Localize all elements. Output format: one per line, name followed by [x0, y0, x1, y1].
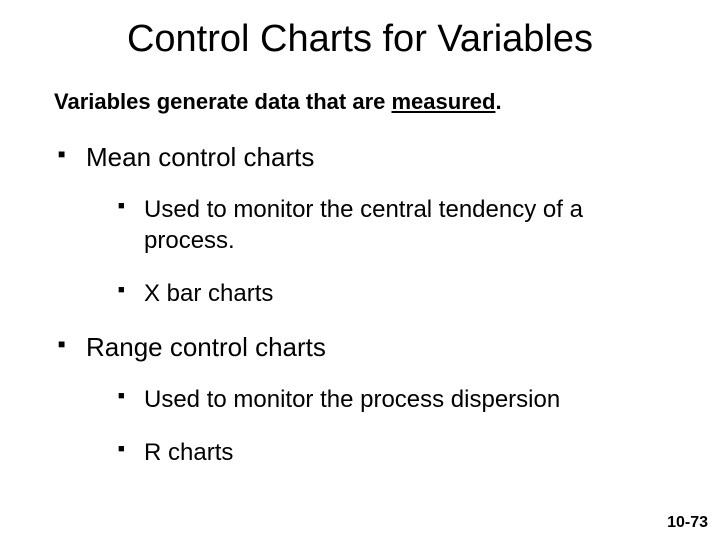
- sub-bullet-xbar: X bar charts: [118, 278, 670, 309]
- sub-bullet-dispersion: Used to monitor the process dispersion: [118, 384, 670, 415]
- slide-subtitle: Variables generate data that are measure…: [54, 89, 670, 115]
- bullet-list-level1: Mean control charts Used to monitor the …: [58, 141, 670, 468]
- sub-bullet-central-tendency: Used to monitor the central tendency of …: [118, 194, 670, 256]
- slide-container: Control Charts for Variables Variables g…: [0, 0, 720, 468]
- bullet-label: Mean control charts: [86, 142, 314, 172]
- slide-title: Control Charts for Variables: [50, 18, 670, 61]
- subtitle-underlined: measured: [392, 89, 496, 114]
- sub-bullet-rcharts: R charts: [118, 437, 670, 468]
- subtitle-suffix: .: [495, 89, 501, 114]
- bullet-range-control: Range control charts Used to monitor the…: [58, 331, 670, 468]
- subtitle-prefix: Variables generate data that are: [54, 89, 392, 114]
- bullet-list-level2: Used to monitor the process dispersion R…: [118, 384, 670, 468]
- bullet-mean-control: Mean control charts Used to monitor the …: [58, 141, 670, 309]
- bullet-list-level2: Used to monitor the central tendency of …: [118, 194, 670, 310]
- page-number: 10-73: [667, 514, 708, 532]
- bullet-label: Range control charts: [86, 332, 326, 362]
